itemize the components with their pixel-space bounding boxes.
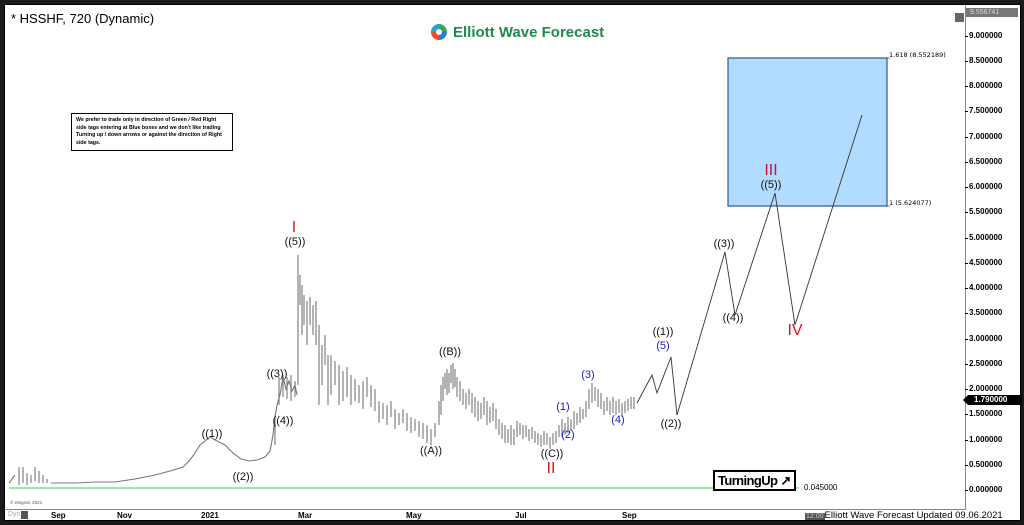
wave-label-A: ((A)) bbox=[420, 445, 442, 457]
blue-box bbox=[727, 57, 888, 207]
wave-label-p4: ((4)) bbox=[722, 312, 744, 324]
wave-label-s3: (3) bbox=[581, 369, 595, 381]
x-tick: Jul bbox=[515, 511, 527, 520]
projected-wave-path bbox=[636, 114, 863, 416]
y-tick: 1.000000 bbox=[964, 435, 1003, 444]
y-tick: 6.500000 bbox=[964, 157, 1003, 166]
chart-window: * HSSHF, 720 (Dynamic) Elliott Wave Fore… bbox=[4, 4, 1022, 522]
wave-label-IV: IV bbox=[787, 322, 803, 339]
y-tick: 7.500000 bbox=[964, 106, 1003, 115]
logo-icon bbox=[431, 24, 447, 40]
price-chart bbox=[8, 57, 890, 489]
wave-label-s5: (5) bbox=[656, 340, 670, 352]
wave-label-2: ((2)) bbox=[232, 471, 254, 483]
x-tick: Mar bbox=[298, 511, 313, 520]
y-tick: 9.000000 bbox=[964, 31, 1003, 40]
y-tick: 8.500000 bbox=[964, 56, 1003, 65]
logo-text: Elliott Wave Forecast bbox=[453, 23, 605, 41]
y-tick: 2.500000 bbox=[964, 359, 1003, 368]
wave-label-III: III bbox=[764, 162, 778, 179]
time-axis[interactable]: Dyn Sep Nov 2021 Mar May Jul Sep bbox=[5, 510, 966, 522]
price-axis[interactable]: 9.556741 9.000000 8.500000 8.000000 7.50… bbox=[963, 5, 1022, 510]
y-tick: 5.500000 bbox=[964, 207, 1003, 216]
wave-label-p3: ((3)) bbox=[713, 238, 735, 250]
current-price-marker: 1.790000 bbox=[963, 395, 1022, 405]
maximize-button[interactable] bbox=[955, 13, 964, 22]
y-tick: 5.000000 bbox=[964, 233, 1003, 242]
y-tick: 7.000000 bbox=[964, 132, 1003, 141]
price-bars bbox=[8, 255, 635, 485]
wave-label-p2: ((2)) bbox=[660, 418, 682, 430]
footer-time: 12:00 bbox=[805, 513, 825, 520]
trading-note: We prefer to trade only in direction of … bbox=[71, 113, 233, 151]
x-tick: Nov bbox=[117, 511, 133, 520]
wave-label-1: ((1)) bbox=[201, 428, 223, 440]
x-tick: May bbox=[406, 511, 422, 520]
y-tick: 8.000000 bbox=[964, 81, 1003, 90]
scale-button[interactable] bbox=[21, 511, 28, 519]
wave-label-II: II bbox=[546, 460, 556, 477]
y-tick: 4.000000 bbox=[964, 283, 1003, 292]
wave-label-p1: ((1)) bbox=[652, 326, 674, 338]
brand-logo: Elliott Wave Forecast bbox=[430, 23, 604, 41]
turning-up-badge: TurningUp ↗ bbox=[713, 470, 796, 491]
chart-title: * HSSHF, 720 (Dynamic) bbox=[11, 11, 155, 26]
y-tick: 0.000000 bbox=[964, 485, 1003, 494]
wave-label-s1: (1) bbox=[556, 401, 570, 413]
y-tick: 2.000000 bbox=[964, 384, 1003, 393]
x-tick: Sep bbox=[51, 511, 66, 520]
y-tick: 3.000000 bbox=[964, 334, 1003, 343]
axis-top-value: 9.556741 bbox=[966, 8, 1018, 17]
wave-label-3: ((3)) bbox=[266, 368, 288, 380]
plot-area[interactable]: * HSSHF, 720 (Dynamic) Elliott Wave Fore… bbox=[5, 5, 966, 510]
y-tick: 1.500000 bbox=[964, 409, 1003, 418]
dyn-toggle[interactable]: Dyn bbox=[8, 511, 21, 518]
copyright: © eSignal, 2021 bbox=[10, 500, 43, 505]
y-tick: 0.500000 bbox=[964, 460, 1003, 469]
wave-label-5: ((5)) bbox=[284, 236, 306, 248]
y-tick: 4.500000 bbox=[964, 258, 1003, 267]
turning-up-label: TurningUp bbox=[718, 473, 778, 488]
fib-upper-label: 1.618 (8.552189) bbox=[889, 51, 946, 59]
wave-label-4: ((4)) bbox=[272, 415, 294, 427]
x-tick: 2021 bbox=[201, 511, 219, 520]
wave-label-C: ((C)) bbox=[540, 448, 564, 460]
footer-caption: 12:00Elliott Wave Forecast Updated 09.06… bbox=[805, 510, 1003, 521]
y-tick: 6.000000 bbox=[964, 182, 1003, 191]
x-tick: Sep bbox=[622, 511, 637, 520]
wave-label-s2: (2) bbox=[561, 429, 575, 441]
arrow-up-right-icon: ↗ bbox=[780, 473, 791, 488]
y-tick: 3.500000 bbox=[964, 308, 1003, 317]
wave-label-I: I bbox=[291, 219, 297, 236]
wave-label-B: ((B)) bbox=[439, 346, 461, 358]
footer-text: Elliott Wave Forecast Updated 09.06.2021 bbox=[824, 510, 1003, 521]
fib-lower-label: 1 (5.624077) bbox=[889, 199, 932, 207]
wave-label-s4: (4) bbox=[611, 414, 625, 426]
wave-label-p5: ((5)) bbox=[760, 179, 782, 191]
green-line-value: 0.045000 bbox=[804, 483, 838, 492]
